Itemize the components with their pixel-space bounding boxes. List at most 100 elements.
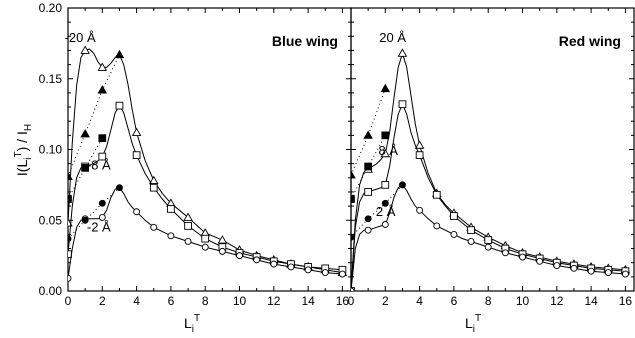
- open-circle-marker: [364, 226, 372, 234]
- filled-square-marker: [351, 195, 355, 203]
- y-tick-label: 0.10: [39, 143, 63, 157]
- filled-circle-marker: [351, 233, 355, 241]
- y-tick-label: 0.20: [39, 1, 63, 15]
- open-circle-marker: [287, 263, 295, 271]
- open-triangle-marker: [397, 48, 408, 57]
- x-tick-label: 2: [382, 294, 389, 308]
- open-circle-marker: [184, 238, 192, 245]
- open-circle-marker: [270, 260, 278, 268]
- open-square-marker: [398, 100, 407, 109]
- x-tick-label: 10: [233, 294, 247, 308]
- open-square-marker: [381, 181, 390, 189]
- open-circle-marker: [484, 243, 492, 251]
- open-triangle-marker: [97, 62, 108, 71]
- filled-circle-marker: [381, 199, 389, 207]
- filled-circle-marker: [98, 199, 106, 207]
- open-triangle-marker: [217, 235, 228, 244]
- open-circle-marker: [218, 247, 226, 255]
- series-label: -20 Å: [65, 30, 96, 45]
- series-curve: [351, 51, 626, 291]
- panel-blue-wing: 0 2 4 6 8 10 12 14 16 0.00 0.05 0.10 0.15 0.20 Blue wi…: [39, 1, 352, 308]
- x-tick-label: 14: [584, 294, 598, 308]
- y-axis-label: I(LiT) / IH: [13, 124, 34, 176]
- x-tick-label: 12: [550, 294, 564, 308]
- filled-triangle-marker: [68, 171, 73, 180]
- x-axis-label-left: LiT: [184, 313, 200, 335]
- filled-square-marker: [81, 164, 90, 172]
- x-tick-label: 4: [133, 294, 140, 308]
- x-tick-label: 10: [516, 294, 530, 308]
- panel-red-wing: 0 2 4 6 8 10 12 14 16 Red wing 20 Å 8 Å 2 Å: [348, 7, 635, 308]
- series-label: 20 Å: [379, 30, 406, 45]
- filled-square-marker: [68, 195, 72, 203]
- open-circle-marker: [351, 287, 355, 291]
- open-circle-marker: [98, 213, 106, 221]
- open-circle-marker: [338, 270, 346, 278]
- y-tick-label: 0.15: [39, 72, 63, 86]
- open-circle-marker: [416, 206, 424, 214]
- filled-circle-marker: [364, 215, 372, 223]
- x-axis-label-right: LiT: [465, 313, 481, 335]
- series-dotted-line: [351, 184, 403, 238]
- x-tick-label: 8: [202, 294, 209, 308]
- filled-triangle-marker: [80, 129, 90, 138]
- filled-circle-marker: [68, 235, 72, 243]
- y-tick-label: 0.05: [39, 213, 63, 227]
- filled-triangle-marker: [363, 130, 373, 139]
- open-square-marker: [201, 234, 210, 243]
- open-square-marker: [467, 226, 475, 235]
- series-label: 8 Å: [378, 143, 398, 158]
- open-square-marker: [115, 101, 124, 110]
- open-triangle-marker: [80, 45, 90, 54]
- open-circle-marker: [450, 230, 458, 238]
- open-circle-marker: [501, 249, 509, 257]
- x-tick-label: 0: [65, 294, 72, 308]
- x-tick-label: 8: [485, 294, 492, 308]
- open-square-marker: [364, 188, 373, 196]
- open-square-marker: [415, 151, 424, 160]
- open-circle-marker: [381, 221, 389, 228]
- open-circle-marker: [433, 222, 441, 230]
- panel-title: Blue wing: [272, 33, 338, 49]
- open-circle-marker: [304, 266, 312, 274]
- panel-title: Red wing: [559, 33, 621, 49]
- open-square-marker: [184, 222, 192, 230]
- open-circle-marker: [621, 270, 629, 278]
- open-circle-marker: [167, 232, 175, 240]
- series-dotted-line: [351, 88, 386, 176]
- open-triangle-marker: [131, 127, 142, 136]
- open-circle-marker: [536, 257, 544, 265]
- x-tick-label: 2: [99, 294, 106, 308]
- open-circle-marker: [201, 243, 209, 251]
- series-curve: [351, 102, 626, 291]
- open-square-marker: [149, 183, 158, 192]
- open-triangle-marker: [183, 212, 193, 221]
- plot-area: [351, 48, 631, 291]
- open-triangle-marker: [148, 175, 159, 185]
- x-tick-label: 4: [416, 294, 423, 308]
- series-dotted-line: [68, 187, 120, 239]
- x-tick-label: 6: [451, 294, 458, 308]
- open-circle-marker: [68, 274, 72, 282]
- filled-circle-marker: [399, 181, 406, 189]
- open-square-marker: [450, 212, 458, 220]
- open-circle-marker: [604, 269, 612, 277]
- open-square-marker: [68, 250, 72, 259]
- open-circle-marker: [133, 208, 141, 216]
- open-circle-marker: [519, 253, 526, 261]
- x-tick-label: 16: [619, 294, 633, 308]
- open-square-marker: [132, 151, 141, 160]
- series-label: -8 Å: [87, 157, 111, 172]
- filled-circle-marker: [81, 216, 89, 224]
- filled-triangle-marker: [97, 85, 108, 94]
- filled-triangle-marker: [114, 49, 125, 59]
- open-circle-marker: [150, 223, 158, 231]
- x-tick-label: 0: [348, 294, 355, 308]
- open-circle-marker: [236, 252, 243, 260]
- open-circle-marker: [253, 256, 261, 264]
- y-tick-label: 0.00: [39, 284, 63, 298]
- open-square-marker: [484, 236, 493, 244]
- series-label: 2 Å: [376, 204, 396, 219]
- filled-circle-marker: [116, 184, 123, 192]
